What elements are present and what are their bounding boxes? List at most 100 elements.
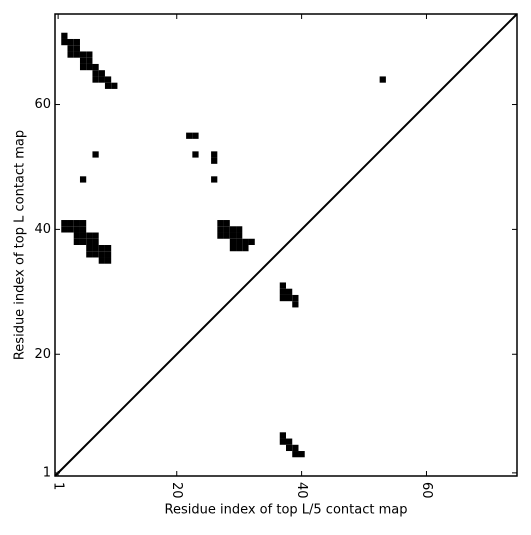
contact-cell xyxy=(236,226,243,233)
contact-cell xyxy=(211,157,218,164)
contact-cell xyxy=(192,132,199,139)
contact-cell xyxy=(92,251,99,258)
y-axis-label: Residue index of top L contact map xyxy=(13,130,28,360)
contact-cell xyxy=(229,238,237,245)
contact-cell xyxy=(67,45,74,52)
contact-cell xyxy=(217,220,224,227)
contact-cell xyxy=(79,51,87,58)
x-tick-label: 60 xyxy=(419,482,434,499)
contact-cell xyxy=(79,57,87,64)
contact-cell xyxy=(186,132,193,139)
contact-cell xyxy=(286,288,293,295)
contact-cell xyxy=(92,245,99,252)
contact-cell xyxy=(79,176,87,183)
contact-cell xyxy=(298,451,305,458)
contact-cell xyxy=(73,238,80,245)
contact-cell xyxy=(229,226,237,233)
contact-cell xyxy=(92,76,99,83)
y-tick-label: 40 xyxy=(34,222,51,237)
contact-cell xyxy=(67,38,74,46)
contact-cell xyxy=(79,238,87,245)
x-tick-label: 1 xyxy=(51,482,66,490)
contact-cell xyxy=(292,294,299,302)
contact-cell xyxy=(61,32,68,39)
contact-cell xyxy=(223,220,230,227)
contact-cell xyxy=(292,301,299,308)
contact-cell xyxy=(73,38,80,46)
contact-cell xyxy=(61,38,68,46)
contact-cell xyxy=(73,226,80,233)
y-tick-label: 1 xyxy=(43,465,51,480)
x-tick-label: 40 xyxy=(294,482,309,499)
contact-cell xyxy=(61,220,68,227)
contact-cell xyxy=(217,232,224,239)
contact-cell xyxy=(104,82,112,89)
contact-cell xyxy=(73,51,80,58)
contact-cell xyxy=(211,176,218,183)
contact-cell xyxy=(292,444,299,452)
contact-cell xyxy=(79,63,87,71)
contact-cell xyxy=(98,257,105,264)
contact-cell xyxy=(279,282,286,289)
contact-cell xyxy=(223,226,230,233)
contact-cell xyxy=(67,220,74,227)
x-axis-label: Residue index of top L/5 contact map xyxy=(165,503,408,518)
contact-cell xyxy=(67,51,74,58)
contact-cell xyxy=(292,451,299,458)
contact-cell xyxy=(236,245,243,252)
contact-cell xyxy=(92,63,99,71)
contact-cell xyxy=(86,238,93,245)
y-tick-label: 20 xyxy=(34,347,51,362)
contact-cell xyxy=(379,76,386,83)
diagonal-line xyxy=(54,13,518,477)
contact-cell xyxy=(223,232,230,239)
contact-cell xyxy=(73,220,80,227)
contact-cell xyxy=(104,76,112,83)
contact-cell xyxy=(79,220,87,227)
contact-cell xyxy=(98,251,105,258)
contact-cell xyxy=(279,438,286,445)
contact-cell xyxy=(279,294,286,302)
contact-cell xyxy=(92,151,99,158)
contact-cell xyxy=(104,251,112,258)
contact-cell xyxy=(86,51,93,58)
contact-cell xyxy=(286,438,293,445)
contact-cell xyxy=(98,70,105,77)
contact-cell xyxy=(229,232,237,239)
contact-cell xyxy=(104,257,112,264)
contact-cell xyxy=(286,294,293,302)
x-tick-label: 20 xyxy=(169,482,184,499)
contact-cell xyxy=(217,226,224,233)
contact-cell xyxy=(242,238,249,245)
contact-cell xyxy=(211,151,218,158)
contact-cell xyxy=(92,70,99,77)
plot-frame xyxy=(54,13,518,477)
contact-cell xyxy=(86,251,93,258)
contact-cell xyxy=(86,57,93,64)
contact-cell xyxy=(92,232,99,239)
contact-cell xyxy=(98,76,105,83)
contact-cell xyxy=(104,245,112,252)
contact-cell xyxy=(279,288,286,295)
contact-cell xyxy=(73,232,80,239)
contact-cell xyxy=(98,245,105,252)
contact-cell xyxy=(236,232,243,239)
contact-cell xyxy=(79,232,87,239)
contact-cell xyxy=(67,226,74,233)
y-tick-label: 60 xyxy=(34,97,51,112)
contact-cell xyxy=(111,82,118,89)
contact-cell xyxy=(73,45,80,52)
contact-cell xyxy=(79,226,87,233)
contact-cell xyxy=(229,245,237,252)
contact-cell xyxy=(86,245,93,252)
contact-cell xyxy=(192,151,199,158)
contact-cell xyxy=(92,238,99,245)
contact-cell xyxy=(61,226,68,233)
contact-cell xyxy=(236,238,243,245)
contact-cell xyxy=(86,232,93,239)
contact-cell xyxy=(248,238,255,245)
contact-cell xyxy=(279,432,286,439)
contact-cell xyxy=(286,444,293,452)
contact-cell xyxy=(242,245,249,252)
